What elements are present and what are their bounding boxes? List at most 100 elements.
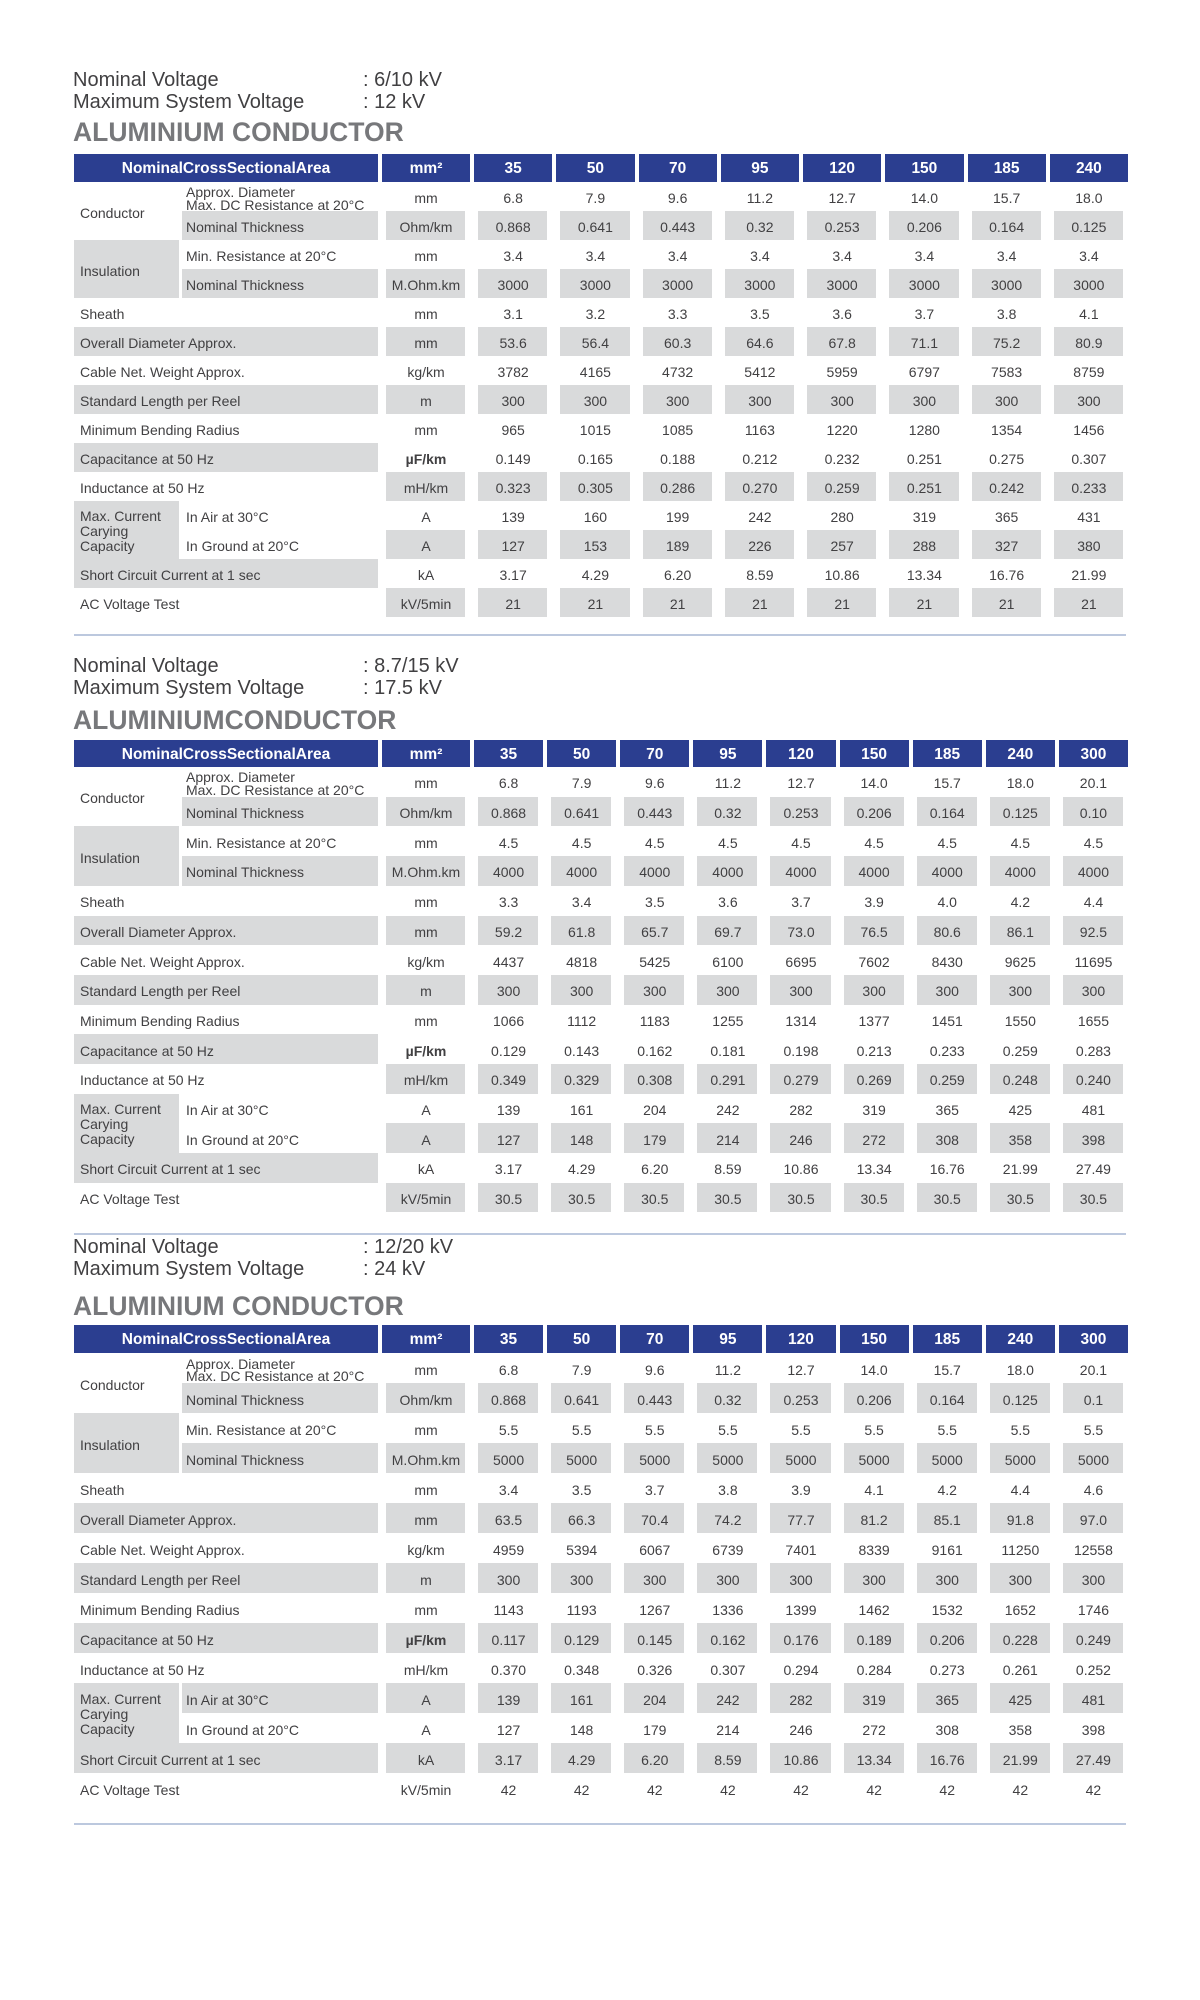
value-cell: 21.99 xyxy=(1002,1161,1038,1178)
unit-cell: mH/km xyxy=(403,1661,449,1678)
column-header: 50 xyxy=(547,740,617,767)
value-cell: 5.5 xyxy=(718,1421,738,1438)
value-cell: 0.242 xyxy=(967,472,1046,501)
value-cell: 0.143 xyxy=(564,1042,600,1059)
value-cell: 0.307 xyxy=(1071,451,1107,467)
row-label: Short Circuit Current at 1 sec xyxy=(74,559,378,588)
value-cell: 3000 xyxy=(474,269,553,298)
value-cell: 0.286 xyxy=(638,472,717,501)
value-cell: 6100 xyxy=(712,953,744,970)
column-header: 120 xyxy=(766,740,836,767)
value-cell: 0.165 xyxy=(577,451,613,467)
unit-cell: A xyxy=(421,1721,431,1738)
value-cell: 0.305 xyxy=(556,472,635,501)
value-cell: 14.0 xyxy=(860,1361,888,1378)
value-cell: 4.5 xyxy=(1010,834,1031,851)
value-cell: 42 xyxy=(646,1781,663,1798)
value-cell: 0.284 xyxy=(856,1661,892,1678)
value-cell: 77.7 xyxy=(766,1503,836,1533)
group-label: Max. Current Carying Capacity xyxy=(74,1093,179,1154)
column-header: 240 xyxy=(985,740,1055,767)
value-cell: 365 xyxy=(935,1102,959,1119)
value-cell: 4000 xyxy=(620,856,690,886)
value-cell: 12.7 xyxy=(787,775,815,792)
value-cell: 4.5 xyxy=(645,834,665,851)
unit-cell: kA xyxy=(382,1743,470,1773)
unit-cell: mm xyxy=(382,915,470,946)
value-cell: 5000 xyxy=(547,1443,617,1473)
value-cell: 71.1 xyxy=(885,327,964,356)
value-cell: 0.125 xyxy=(985,1383,1055,1413)
unit-cell: A xyxy=(421,509,431,525)
value-cell: 139 xyxy=(501,509,525,525)
value-cell: 365 xyxy=(912,1683,982,1713)
value-cell: 3.4 xyxy=(503,248,523,264)
value-cell: 3.9 xyxy=(864,894,884,911)
row-sublabel: Approx. Diameter Max. DC Resistance at 2… xyxy=(186,184,365,213)
row-label: Minimum Bending Radius xyxy=(80,1601,240,1618)
value-cell: 0.189 xyxy=(839,1623,909,1653)
value-cell: 0.261 xyxy=(1002,1661,1038,1678)
value-cell: 1255 xyxy=(712,1012,744,1029)
value-cell: 30.5 xyxy=(620,1182,690,1213)
value-cell: 0.249 xyxy=(1058,1623,1128,1653)
value-cell: 8339 xyxy=(858,1541,890,1558)
value-cell: 18.0 xyxy=(1075,190,1103,206)
value-cell: 21 xyxy=(720,588,799,617)
row-sublabel: Nominal Thickness xyxy=(182,269,378,298)
value-cell: 161 xyxy=(547,1683,617,1713)
value-cell: 246 xyxy=(766,1123,836,1154)
row-label: Sheath xyxy=(80,306,125,322)
value-cell: 4.5 xyxy=(937,834,957,851)
value-cell: 0.259 xyxy=(1002,1042,1038,1059)
value-cell: 7.9 xyxy=(571,775,592,792)
value-cell: 0.443 xyxy=(620,1383,690,1413)
value-cell: 139 xyxy=(496,1102,521,1119)
value-cell: 148 xyxy=(547,1123,617,1154)
info-label: Maximum System Voltage xyxy=(73,1257,305,1280)
value-cell: 365 xyxy=(994,509,1019,525)
unit-cell: mm xyxy=(414,190,438,206)
value-cell: 425 xyxy=(1008,1102,1032,1119)
value-cell: 6695 xyxy=(785,953,817,970)
value-cell: 242 xyxy=(716,1102,740,1119)
value-cell: 8759 xyxy=(1073,364,1105,380)
value-cell: 69.7 xyxy=(693,915,763,946)
value-cell: 4.5 xyxy=(718,834,738,851)
value-cell: 42 xyxy=(866,1781,882,1798)
value-cell: 9161 xyxy=(931,1541,963,1558)
value-cell: 300 xyxy=(885,385,964,414)
value-cell: 30.5 xyxy=(912,1182,982,1213)
value-cell: 7583 xyxy=(991,364,1023,380)
value-cell: 4437 xyxy=(492,953,525,970)
unit-cell: m xyxy=(382,1563,470,1593)
value-cell: 0.868 xyxy=(474,796,544,827)
column-header: 150 xyxy=(885,154,964,182)
value-cell: 0.181 xyxy=(710,1042,746,1059)
value-cell: 5.5 xyxy=(645,1421,665,1438)
value-cell: 8.59 xyxy=(693,1743,763,1773)
value-cell: 0.251 xyxy=(906,451,942,467)
value-cell: 7.9 xyxy=(571,1361,592,1378)
value-cell: 21 xyxy=(1049,588,1128,617)
value-cell: 4000 xyxy=(839,856,909,886)
info-label: Maximum System Voltage xyxy=(73,676,305,699)
value-cell: 30.5 xyxy=(839,1182,909,1213)
value-cell: 67.8 xyxy=(803,327,882,356)
value-cell: 6.20 xyxy=(664,567,692,583)
value-cell: 1655 xyxy=(1077,1012,1109,1029)
value-cell: 11.2 xyxy=(714,1361,741,1378)
value-cell: 14.0 xyxy=(860,775,888,792)
value-cell: 15.7 xyxy=(933,1361,961,1378)
value-cell: 148 xyxy=(569,1721,594,1738)
value-cell: 0.443 xyxy=(620,796,690,827)
value-cell: 0.212 xyxy=(742,451,778,467)
column-header: 35 xyxy=(474,740,544,767)
value-cell: 300 xyxy=(985,974,1055,1005)
value-cell: 20.1 xyxy=(1079,775,1108,792)
value-cell: 6.8 xyxy=(498,775,519,792)
value-cell: 204 xyxy=(620,1683,690,1713)
value-cell: 0.248 xyxy=(985,1064,1055,1094)
value-cell: 5425 xyxy=(639,953,671,970)
data-table: NominalCrossSectionalArea mm² 35 50 70 95 120 1… xyxy=(74,154,1128,617)
